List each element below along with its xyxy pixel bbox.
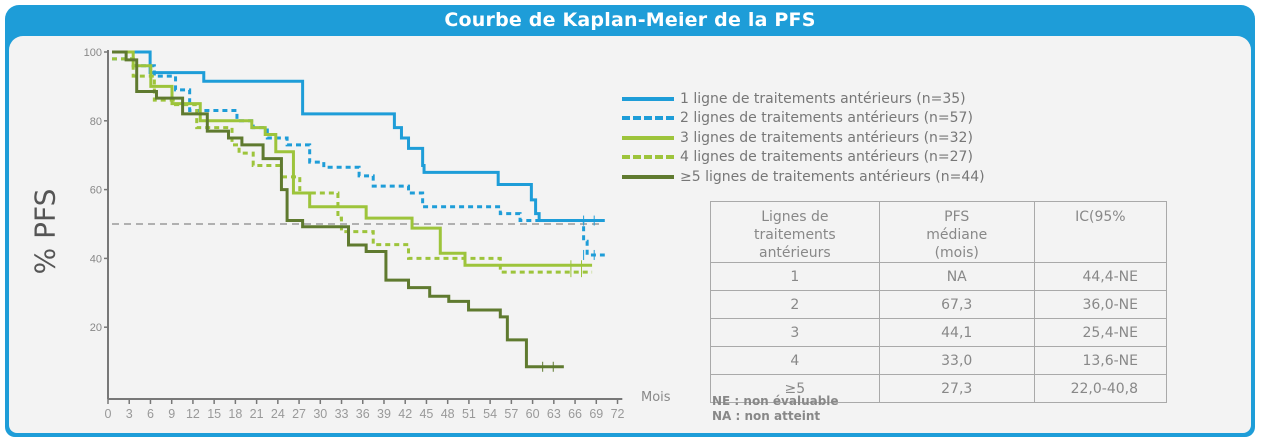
table-cell: 2 xyxy=(710,290,880,319)
table-cell: 36,0-NE xyxy=(1033,290,1168,319)
legend-label: 1 ligne de traitements antérieurs (n=35) xyxy=(680,90,966,107)
header-lines: Lignes de traitements antérieurs xyxy=(710,201,880,263)
x-tick-label: 39 xyxy=(377,407,391,421)
x-tick-label: 6 xyxy=(147,407,154,421)
x-axis-label: Mois xyxy=(641,390,671,405)
legend-item: 2 lignes de traitements antérieurs (n=57… xyxy=(622,109,985,129)
x-tick-label: 9 xyxy=(168,407,175,421)
x-tick-label: 27 xyxy=(292,407,306,421)
legend-item: 1 ligne de traitements antérieurs (n=35) xyxy=(622,89,985,109)
table-cell: 67,3 xyxy=(878,290,1035,319)
footnote-na: NA : non atteint xyxy=(712,409,821,423)
y-tick-label: 40 xyxy=(90,253,102,265)
header-ci: IC(95% xyxy=(1033,201,1168,263)
table-row: 4 33,0 13,6-NE xyxy=(710,346,1168,375)
legend-swatch xyxy=(622,174,674,179)
km-curve-series-5 xyxy=(112,50,564,369)
legend-swatch xyxy=(622,96,674,101)
table-cell: 4 xyxy=(710,346,880,375)
x-tick-label: 72 xyxy=(611,407,625,421)
x-tick-label: 18 xyxy=(228,407,242,421)
table-cell: 1 xyxy=(710,262,880,291)
table-cell: 25,4-NE xyxy=(1033,318,1168,347)
y-axis-label: % PFS xyxy=(28,188,62,275)
table-header-row: Lignes de traitements antérieurs PFS méd… xyxy=(710,201,1168,263)
y-tick-label: 100 xyxy=(84,47,102,59)
table-cell: 44,4-NE xyxy=(1033,262,1168,291)
table-cell: 44,1 xyxy=(878,318,1035,347)
legend-swatch xyxy=(622,135,674,140)
table-row: 2 67,3 36,0-NE xyxy=(710,290,1168,319)
legend-item: 4 lignes de traitements antérieurs (n=27… xyxy=(622,148,985,168)
x-tick-label: 60 xyxy=(526,407,540,421)
y-tick-label: 20 xyxy=(90,322,102,334)
km-curve-series-3 xyxy=(112,50,593,267)
table-cell: ≥5 xyxy=(710,374,880,403)
legend-label: 4 lignes de traitements antérieurs (n=27… xyxy=(680,149,973,166)
chart-title: Courbe de Kaplan-Meier de la PFS xyxy=(444,9,816,31)
x-tick-label: 48 xyxy=(441,407,455,421)
x-tick-label: 42 xyxy=(398,407,412,421)
x-tick-label: 63 xyxy=(547,407,561,421)
x-tick-label: 45 xyxy=(419,407,433,421)
x-tick-label: 51 xyxy=(462,407,476,421)
legend-item: 3 lignes de traitements antérieurs (n=32… xyxy=(622,128,985,148)
table-cell: 27,3 xyxy=(878,374,1035,403)
x-tick-label: 57 xyxy=(504,407,518,421)
table-cell: 33,0 xyxy=(878,346,1035,375)
median-pfs-table: Lignes de traitements antérieurs PFS méd… xyxy=(710,201,1168,403)
x-tick-label: 0 xyxy=(105,407,112,421)
x-tick-label: 3 xyxy=(126,407,133,421)
x-tick-label: 36 xyxy=(356,407,370,421)
legend-label: 2 lignes de traitements antérieurs (n=57… xyxy=(680,110,973,127)
footnote-ne: NE : non évaluable xyxy=(712,394,839,408)
x-tick-label: 24 xyxy=(271,407,285,421)
x-tick-label: 21 xyxy=(250,407,264,421)
legend: 1 ligne de traitements antérieurs (n=35)… xyxy=(622,89,985,187)
legend-swatch xyxy=(622,116,674,121)
table-cell: NA xyxy=(878,262,1035,291)
table-cell: 13,6-NE xyxy=(1033,346,1168,375)
km-curve-series-2 xyxy=(112,57,605,257)
x-tick-label: 66 xyxy=(568,407,582,421)
table-row: 1 NA 44,4-NE xyxy=(710,262,1168,291)
legend-item: ≥5 lignes de traitements antérieurs (n=4… xyxy=(622,167,985,187)
x-tick-label: 12 xyxy=(186,407,200,421)
header-median: PFS médiane (mois) xyxy=(878,201,1035,263)
x-tick-label: 15 xyxy=(207,407,221,421)
x-tick-label: 69 xyxy=(589,407,603,421)
km-curve-series-4 xyxy=(112,57,593,274)
x-tick-label: 33 xyxy=(335,407,349,421)
table-cell: 3 xyxy=(710,318,880,347)
x-tick-label: 30 xyxy=(313,407,327,421)
x-tick-label: 54 xyxy=(483,407,497,421)
table-cell: 22,0-40,8 xyxy=(1033,374,1168,403)
table-row: 3 44,1 25,4-NE xyxy=(710,318,1168,347)
y-tick-label: 60 xyxy=(90,185,102,197)
km-curve-series-1 xyxy=(112,50,605,223)
table-row: ≥5 27,3 22,0-40,8 xyxy=(710,374,1168,403)
y-tick-label: 80 xyxy=(90,116,102,128)
legend-swatch xyxy=(622,155,674,160)
legend-label: 3 lignes de traitements antérieurs (n=32… xyxy=(680,129,973,146)
legend-label: ≥5 lignes de traitements antérieurs (n=4… xyxy=(680,168,985,185)
